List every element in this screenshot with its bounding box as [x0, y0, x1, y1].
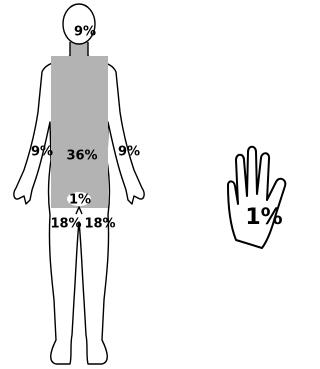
left-leg-label: 18% — [50, 217, 81, 232]
body-figure — [14, 4, 144, 364]
genital-label: 1% — [69, 193, 91, 208]
diagram: 9% 9% 36% 9% 1% 18% 18% 1% — [0, 0, 291, 369]
right-leg-label: 18% — [84, 217, 115, 232]
left-arm-label: 9% — [31, 145, 53, 160]
head-label: 9% — [74, 25, 96, 40]
right-arm-label: 9% — [118, 145, 140, 160]
hand — [228, 147, 285, 248]
trunk-label: 36% — [66, 149, 97, 164]
page: 9% 9% 36% 9% 1% 18% 18% 1% (() => { cons… — [0, 0, 291, 369]
hand-label: 1% — [245, 205, 282, 230]
